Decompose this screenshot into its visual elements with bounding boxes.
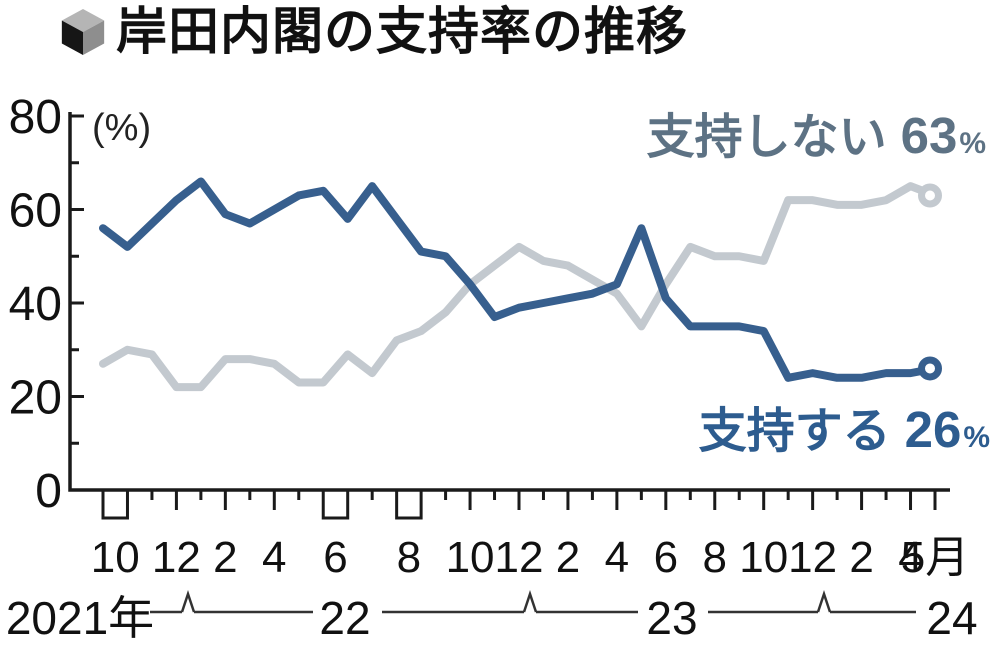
end-marker-disapprove [918,183,942,208]
x-tick-label: 12 [495,533,544,582]
legend-disapprove-value: 63 [900,107,958,164]
y-tick-label: 40 [9,278,62,331]
x-tick-label: 4 [898,533,922,582]
legend-disapprove: 支持しない 63% [647,110,986,162]
y-tick-label: 60 [9,185,62,238]
x-tick-label: 10 [91,533,140,582]
x-tick-label: 2 [213,533,237,582]
legend-approve-value: 26 [904,401,962,458]
x-tick-label: 12 [788,533,837,582]
x-tick-label: 8 [397,533,421,582]
year-break-mark [522,590,538,613]
x-tick-label: 10 [739,533,788,582]
x-tick-label: 6 [654,533,678,582]
x-tick-label: 10 [446,533,495,582]
year-break-mark [180,590,196,613]
year-break-mark [816,590,832,613]
legend-approve-label: 支持する [698,405,891,458]
year-label: 22 [319,592,370,644]
x-tick-label: 2 [556,533,580,582]
y-axis-unit-label: (%) [92,107,151,149]
x-tick-label: 6 [323,533,347,582]
x-tick-label: 12 [152,533,201,582]
cube-bullet-icon [60,8,106,56]
x-tick-label: 5月 [901,533,969,582]
year-label: 23 [646,592,697,644]
line-approve [99,177,939,382]
chart-title: 岸田内閣の支持率の推移 [116,3,689,60]
x-tick-label: 8 [703,533,727,582]
y-tick-label: 20 [9,372,62,425]
legend-disapprove-label: 支持しない [646,111,887,164]
x-tick-bracket [101,490,129,520]
legend-approve-unit: % [963,421,990,454]
legend-approve: 支持する 26% [699,404,990,456]
x-tick-label: 2 [849,533,873,582]
chart-header: 岸田内閣の支持率の推移 [60,3,689,60]
year-label: 24 [926,592,977,644]
year-label: 2021年 [6,592,154,644]
y-tick-label: 80 [9,91,62,144]
legend-disapprove-unit: % [959,127,986,160]
x-tick-label: 4 [605,533,629,582]
x-tick-bracket [321,490,350,520]
x-tick-bracket [395,490,423,520]
x-tick-label: 4 [262,533,286,582]
y-tick-label: 0 [35,465,62,518]
end-marker-approve [918,356,942,381]
line-disapprove [99,182,939,392]
